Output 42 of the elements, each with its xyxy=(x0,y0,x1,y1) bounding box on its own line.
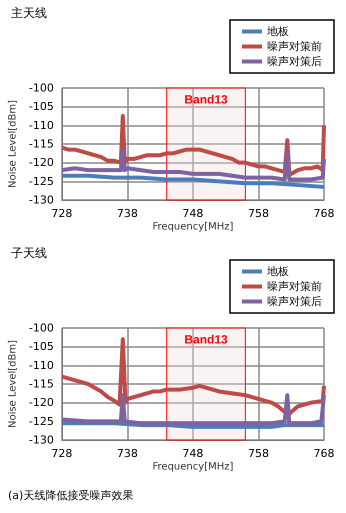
y-tick-label: -120 xyxy=(28,156,54,170)
y-tick-label: -110 xyxy=(28,358,54,372)
y-tick-label: -125 xyxy=(28,414,54,428)
x-tick-label: 728 xyxy=(51,447,72,460)
y-tick-label: -120 xyxy=(28,396,54,410)
x-tick-label: 738 xyxy=(116,207,138,220)
band-label: Band13 xyxy=(184,92,228,106)
legend-label: 地板 xyxy=(266,265,289,278)
chart-title: 子天线 xyxy=(11,246,47,260)
x-axis-title: Frequency[MHz] xyxy=(152,222,234,232)
legend-label: 地板 xyxy=(266,25,289,38)
x-tick-label: 768 xyxy=(314,447,334,460)
x-tick-label: 758 xyxy=(248,447,269,460)
x-tick-label: 728 xyxy=(51,207,72,220)
line-series xyxy=(60,174,326,189)
x-tick-label: 758 xyxy=(248,207,269,220)
y-tick-label: -105 xyxy=(28,340,54,354)
legend-label: 噪声对策前 xyxy=(267,280,322,293)
legend-label: 噪声对策前 xyxy=(267,40,322,53)
legend-label: 噪声对策后 xyxy=(267,295,322,308)
y-tick-label: -100 xyxy=(28,322,54,334)
y-axis-title: Noise Level[dBm] xyxy=(8,100,18,188)
y-tick-label: -115 xyxy=(28,138,54,150)
x-tick-label: 738 xyxy=(116,447,138,460)
y-tick-label: -130 xyxy=(28,194,54,206)
legend-label: 噪声对策后 xyxy=(267,55,322,68)
line-series xyxy=(60,148,326,182)
y-tick-label: -110 xyxy=(28,118,54,132)
y-axis-title: Noise Level[dBm] xyxy=(8,340,18,428)
x-axis-title: Frequency[MHz] xyxy=(152,462,234,472)
y-tick-label: -105 xyxy=(28,100,54,114)
chart-title: 主天线 xyxy=(11,6,47,20)
x-tick-label: 748 xyxy=(182,447,204,460)
text: (a)天线降低接受噪声效果 xyxy=(8,489,134,502)
y-tick-label: -130 xyxy=(28,434,54,446)
x-tick-label: 768 xyxy=(314,207,334,220)
x-tick-label: 748 xyxy=(182,207,204,220)
y-tick-label: -100 xyxy=(28,82,54,94)
y-tick-label: -125 xyxy=(28,174,54,188)
y-tick-label: -115 xyxy=(28,378,54,390)
band-label: Band13 xyxy=(184,332,228,346)
line-series xyxy=(60,393,326,426)
